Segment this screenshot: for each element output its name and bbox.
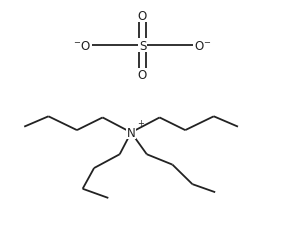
Text: $\mathdefault{{}^{-}}$O: $\mathdefault{{}^{-}}$O [73,39,91,52]
Text: +: + [137,119,144,128]
Text: O$\mathdefault{{}^{-}}$: O$\mathdefault{{}^{-}}$ [194,39,211,52]
Text: O: O [138,69,147,82]
Text: O: O [138,10,147,22]
Text: N: N [127,126,135,139]
Text: S: S [139,39,146,52]
